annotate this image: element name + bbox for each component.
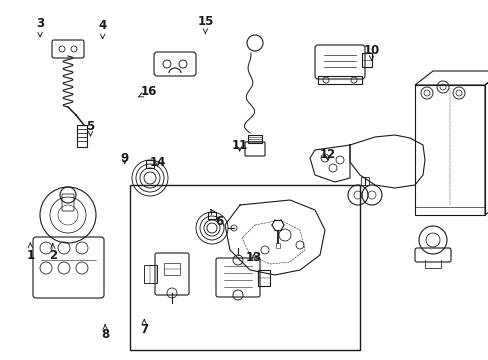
Text: 14: 14 xyxy=(149,156,165,168)
Text: 1: 1 xyxy=(26,243,34,262)
Text: 12: 12 xyxy=(319,148,335,161)
Bar xyxy=(146,160,154,168)
Bar xyxy=(258,270,269,286)
Text: 7: 7 xyxy=(140,320,148,336)
Text: 6: 6 xyxy=(210,210,223,228)
Text: 2: 2 xyxy=(49,243,57,262)
Text: 5: 5 xyxy=(86,120,94,136)
Text: 3: 3 xyxy=(36,17,44,37)
Bar xyxy=(317,76,361,84)
Text: 8: 8 xyxy=(101,325,109,341)
Text: 4: 4 xyxy=(99,19,106,39)
Text: 15: 15 xyxy=(197,15,213,34)
Bar xyxy=(77,125,87,147)
Text: 16: 16 xyxy=(138,85,157,98)
Bar xyxy=(360,177,368,185)
Bar xyxy=(275,243,280,248)
Text: 10: 10 xyxy=(363,44,379,60)
Text: 11: 11 xyxy=(231,139,247,152)
Bar xyxy=(207,212,216,219)
Bar xyxy=(247,135,262,143)
Bar xyxy=(163,263,180,275)
Bar xyxy=(143,265,157,283)
Bar xyxy=(130,185,359,350)
Text: 13: 13 xyxy=(245,251,262,264)
Text: 9: 9 xyxy=(121,152,128,165)
Bar xyxy=(361,53,371,67)
Bar xyxy=(414,85,484,215)
